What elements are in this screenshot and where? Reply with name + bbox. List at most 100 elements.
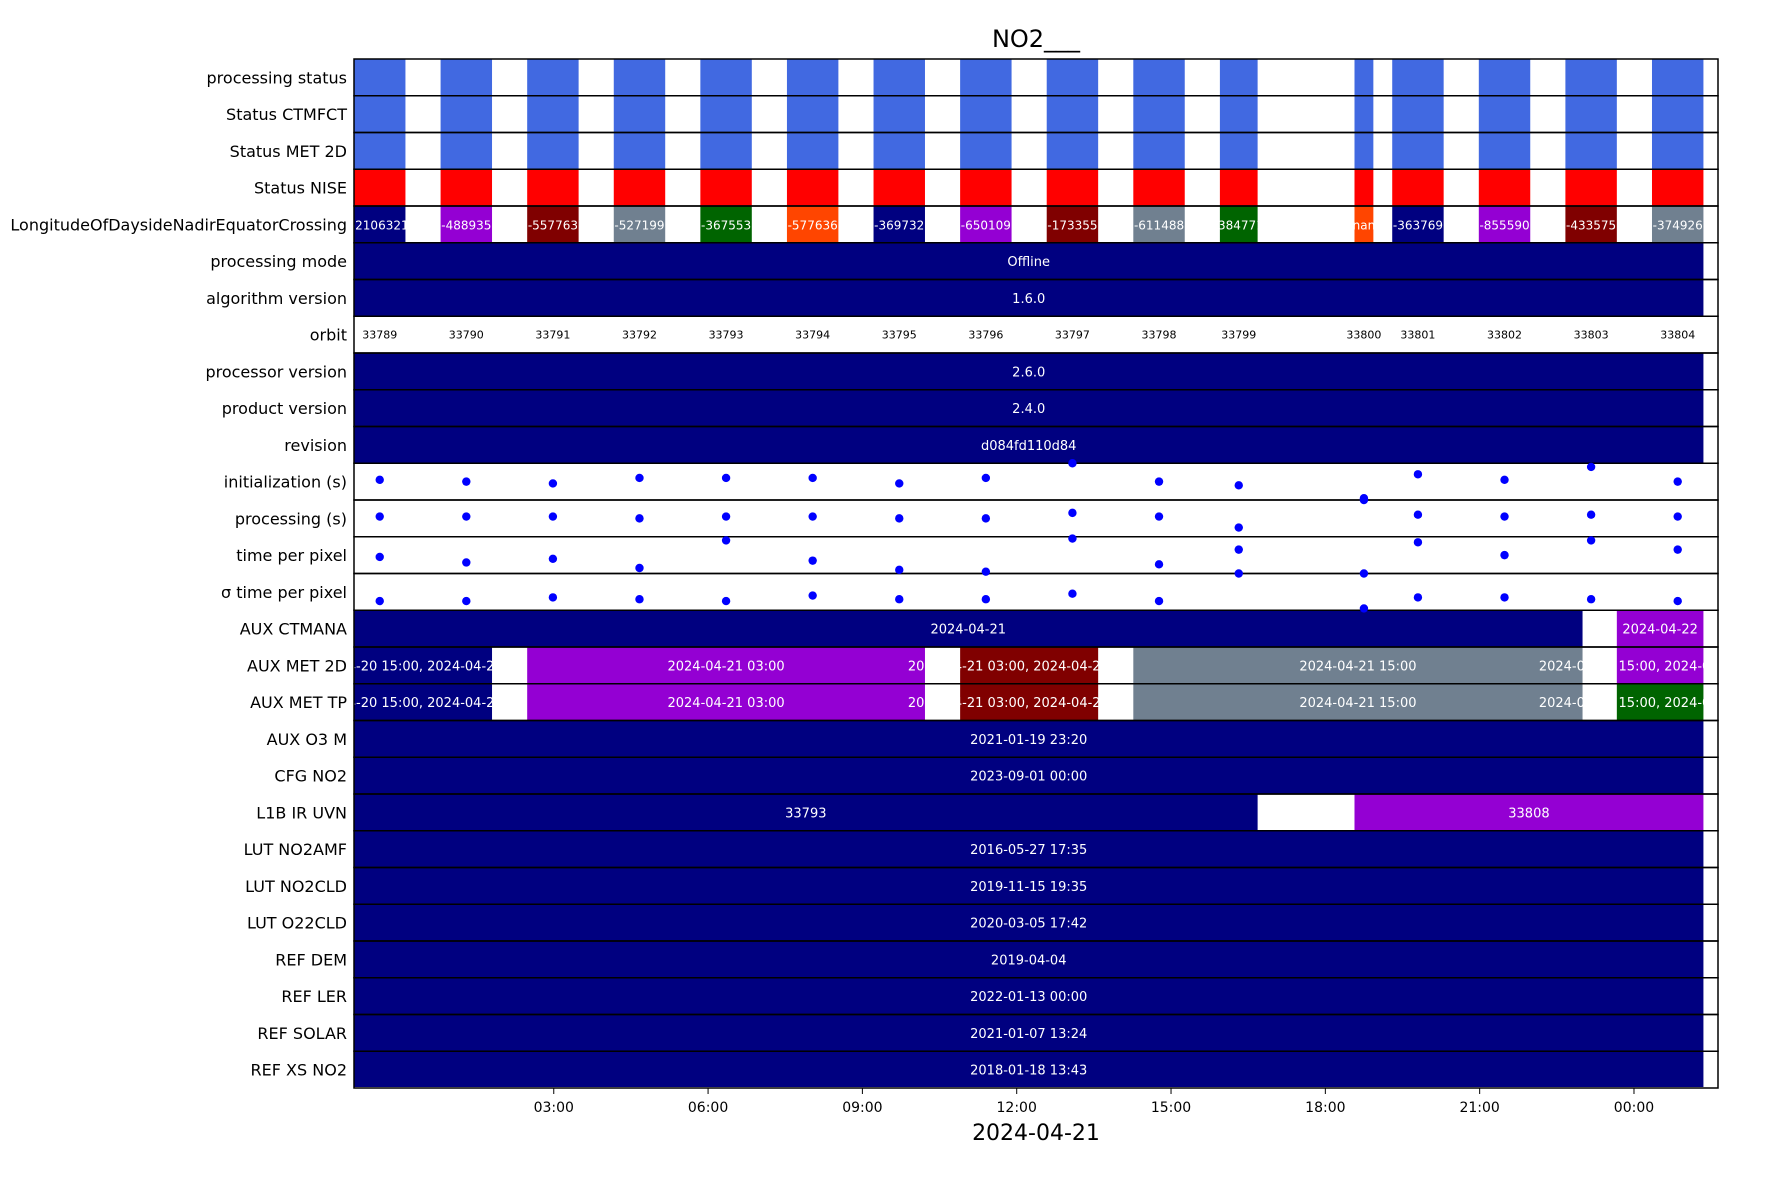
x-tick-label: 00:00 bbox=[1614, 1100, 1654, 1116]
scatter-point bbox=[981, 595, 991, 604]
scatter-point bbox=[721, 536, 731, 545]
longitude-bar bbox=[700, 206, 752, 243]
longitude-value: nan bbox=[1353, 218, 1376, 232]
x-tick-label: 18:00 bbox=[1305, 1100, 1345, 1116]
scatter-point bbox=[808, 473, 817, 483]
status-bar bbox=[873, 95, 925, 133]
scatter-point bbox=[1500, 512, 1509, 521]
segment-label: 2024-04-21 15:00 bbox=[1299, 696, 1416, 711]
scatter-point bbox=[1359, 604, 1369, 613]
constant-bar bbox=[354, 426, 1704, 464]
row-label: Status NISE bbox=[254, 179, 347, 198]
longitude-value: -527199 bbox=[614, 218, 664, 232]
status-bar bbox=[1354, 169, 1374, 206]
status-bar bbox=[1565, 95, 1617, 133]
scatter-point bbox=[721, 473, 731, 483]
segment-label: 2016-05-27 17:35 bbox=[970, 843, 1087, 858]
status-bar bbox=[1392, 59, 1444, 96]
scatter-point bbox=[721, 596, 731, 606]
status-bar bbox=[1651, 169, 1704, 206]
status-bar bbox=[1565, 59, 1617, 96]
row-label: orbit bbox=[310, 326, 347, 345]
row-label: Status MET 2D bbox=[230, 142, 347, 161]
segment-bar bbox=[1133, 683, 1583, 721]
scatter-point bbox=[635, 514, 644, 523]
segment-label: 2020-03-05 17:42 bbox=[970, 917, 1087, 932]
segment-bar bbox=[1354, 794, 1704, 831]
scatter-point bbox=[635, 473, 644, 483]
scatter-point bbox=[375, 552, 384, 562]
row-frame bbox=[353, 536, 1719, 575]
constant-bar bbox=[354, 353, 1704, 390]
status-bar bbox=[527, 169, 579, 206]
row-labels: processing status Status CTMFCT Status MET… bbox=[10, 68, 347, 1079]
row-borders bbox=[353, 58, 1719, 1089]
status-bar bbox=[960, 169, 1012, 206]
row-label: product version bbox=[222, 399, 347, 418]
status-bar bbox=[786, 132, 839, 170]
segment-bar bbox=[1133, 647, 1583, 684]
scatter-point bbox=[808, 556, 817, 565]
longitude-value: -577636 bbox=[788, 218, 838, 232]
segment-label: 2024-04-21 03:00 bbox=[667, 696, 784, 711]
segment-label: 2018-01-18 13:43 bbox=[970, 1064, 1087, 1079]
longitude-bar bbox=[354, 206, 406, 243]
orbit-number: 33801 bbox=[1400, 329, 1435, 342]
longitude-value: -369732 bbox=[874, 218, 924, 232]
constant-value: Offline bbox=[1007, 255, 1050, 270]
constant-value: 2.4.0 bbox=[1012, 402, 1045, 417]
status-bar bbox=[873, 59, 925, 96]
scatter-point bbox=[895, 514, 904, 523]
row-frame bbox=[353, 462, 1719, 501]
scatter-point bbox=[462, 596, 471, 606]
segment-bar bbox=[354, 904, 1704, 941]
orbit-number: 33797 bbox=[1055, 329, 1090, 342]
x-axis: 03:00 06:00 09:00 12:00 15:00 18:00 21:00 00:00 bbox=[375, 459, 1682, 1116]
scatter-point bbox=[1359, 495, 1369, 505]
segment-bar bbox=[354, 647, 493, 684]
x-tick-label: 03:00 bbox=[534, 1100, 574, 1116]
constant-value: 2.6.0 bbox=[1012, 365, 1045, 380]
status-bar bbox=[1133, 95, 1185, 133]
scatter-point bbox=[895, 565, 904, 575]
status-bar bbox=[1046, 132, 1099, 170]
scatter-point bbox=[1413, 538, 1423, 547]
longitude-value: -173355 bbox=[1047, 218, 1097, 232]
longitude-value: -384771 bbox=[1214, 218, 1264, 232]
longitude-bar bbox=[440, 206, 493, 243]
segment-label: 2024-04-21 15:00, 2024-04-22 03:00 bbox=[1539, 659, 1771, 674]
scatter-point bbox=[895, 479, 904, 488]
longitude-value: -855590 bbox=[1479, 218, 1529, 232]
constant-value: 1.6.0 bbox=[1012, 292, 1045, 307]
scatter-point bbox=[548, 512, 558, 521]
row-label: revision bbox=[284, 436, 347, 455]
orbit-number: 33799 bbox=[1221, 329, 1256, 342]
longitude-value: -367553 bbox=[701, 218, 751, 232]
x-tick-label: 06:00 bbox=[688, 1100, 728, 1116]
segment-label: 33808 bbox=[1508, 806, 1549, 821]
segment-bar bbox=[960, 647, 1099, 684]
row-frame bbox=[353, 572, 1719, 611]
segment-label: 2019-04-04 bbox=[991, 953, 1067, 968]
longitude-bar bbox=[873, 206, 925, 243]
scatter-point bbox=[548, 554, 558, 563]
x-tick-label: 12:00 bbox=[997, 1100, 1037, 1116]
scatter-point bbox=[808, 591, 817, 600]
segment-label: 2024-04-21 bbox=[930, 623, 1006, 638]
row-frame bbox=[353, 1050, 1719, 1089]
x-tick-label: 09:00 bbox=[842, 1100, 882, 1116]
constant-value: d084fd110d84 bbox=[981, 439, 1077, 454]
scatter-point bbox=[635, 595, 644, 604]
longitude-bar bbox=[1354, 206, 1374, 243]
status-bar bbox=[354, 169, 406, 206]
status-bar bbox=[1478, 95, 1531, 133]
scatter-point bbox=[1234, 545, 1243, 554]
row-label: processing (s) bbox=[235, 509, 347, 528]
status-bar bbox=[440, 95, 493, 133]
status-bar bbox=[527, 132, 579, 170]
status-bar bbox=[960, 59, 1012, 96]
row-label: σ time per pixel bbox=[221, 583, 347, 602]
status-bar bbox=[1219, 169, 1258, 206]
orbit-number: 33803 bbox=[1574, 329, 1609, 342]
row-label: processor version bbox=[205, 362, 347, 381]
